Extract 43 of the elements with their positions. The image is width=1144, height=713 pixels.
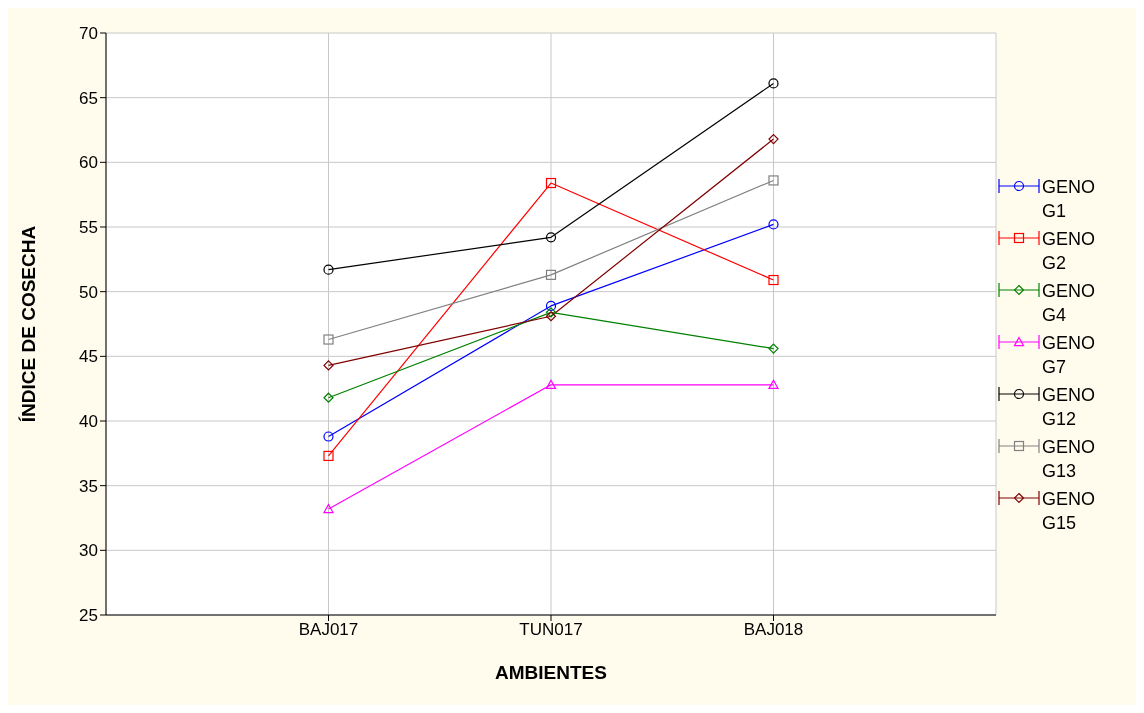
- y-tick-label: 55: [79, 218, 98, 238]
- x-tick-label: BAJ018: [743, 620, 804, 640]
- y-tick-label: 40: [79, 412, 98, 432]
- y-tick-label: 35: [79, 476, 98, 496]
- point: [768, 78, 779, 89]
- y-tick-label: 25: [79, 606, 98, 626]
- point: [323, 392, 334, 403]
- point: [545, 379, 557, 389]
- x-tick-label: TUN017: [519, 620, 583, 640]
- legend-label: GENO G15: [1042, 487, 1096, 535]
- point: [545, 269, 557, 280]
- point: [768, 379, 779, 389]
- point: [768, 274, 779, 286]
- point: [323, 264, 334, 275]
- y-tick-label: 50: [79, 282, 98, 302]
- point: [768, 219, 779, 230]
- point: [545, 232, 557, 243]
- y-tick-label: 30: [79, 541, 98, 561]
- point: [323, 334, 334, 345]
- point: [545, 307, 557, 318]
- legend-label: GENO G12: [1042, 383, 1096, 431]
- point: [323, 503, 334, 514]
- legend-label: GENO G7: [1042, 331, 1096, 379]
- point: [768, 133, 779, 145]
- y-axis-title: ÍNDICE DE COSECHA: [17, 225, 39, 423]
- y-tick-label: 45: [79, 347, 98, 367]
- legend-label: GENO G13: [1042, 435, 1096, 483]
- point: [323, 360, 334, 371]
- point: [545, 300, 557, 311]
- point: [545, 311, 557, 322]
- point: [768, 175, 779, 186]
- point: [768, 343, 779, 354]
- legend-label: GENO G2: [1042, 227, 1096, 275]
- y-tick-label: 60: [79, 153, 98, 173]
- x-tick-label: BAJ017: [298, 620, 359, 640]
- y-tick-label: 65: [79, 88, 98, 108]
- point: [323, 431, 334, 442]
- y-tick-label: 70: [79, 24, 98, 44]
- point: [545, 177, 557, 189]
- point: [323, 450, 334, 462]
- legend-label: GENO G4: [1042, 279, 1096, 327]
- x-axis-title: AMBIENTES: [495, 662, 607, 683]
- legend-label: GENO G1: [1042, 175, 1096, 223]
